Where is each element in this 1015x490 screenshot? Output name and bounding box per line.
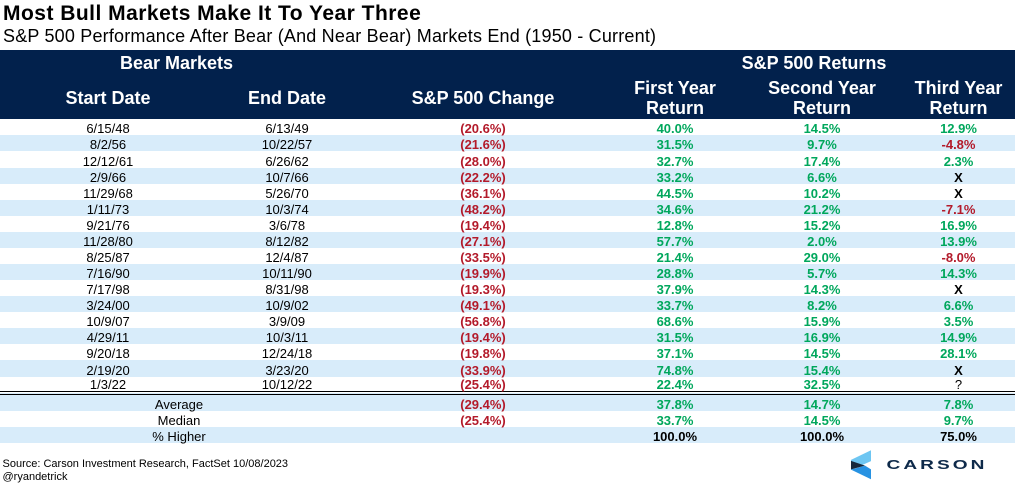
svg-text:CARSON: CARSON bbox=[887, 458, 987, 472]
